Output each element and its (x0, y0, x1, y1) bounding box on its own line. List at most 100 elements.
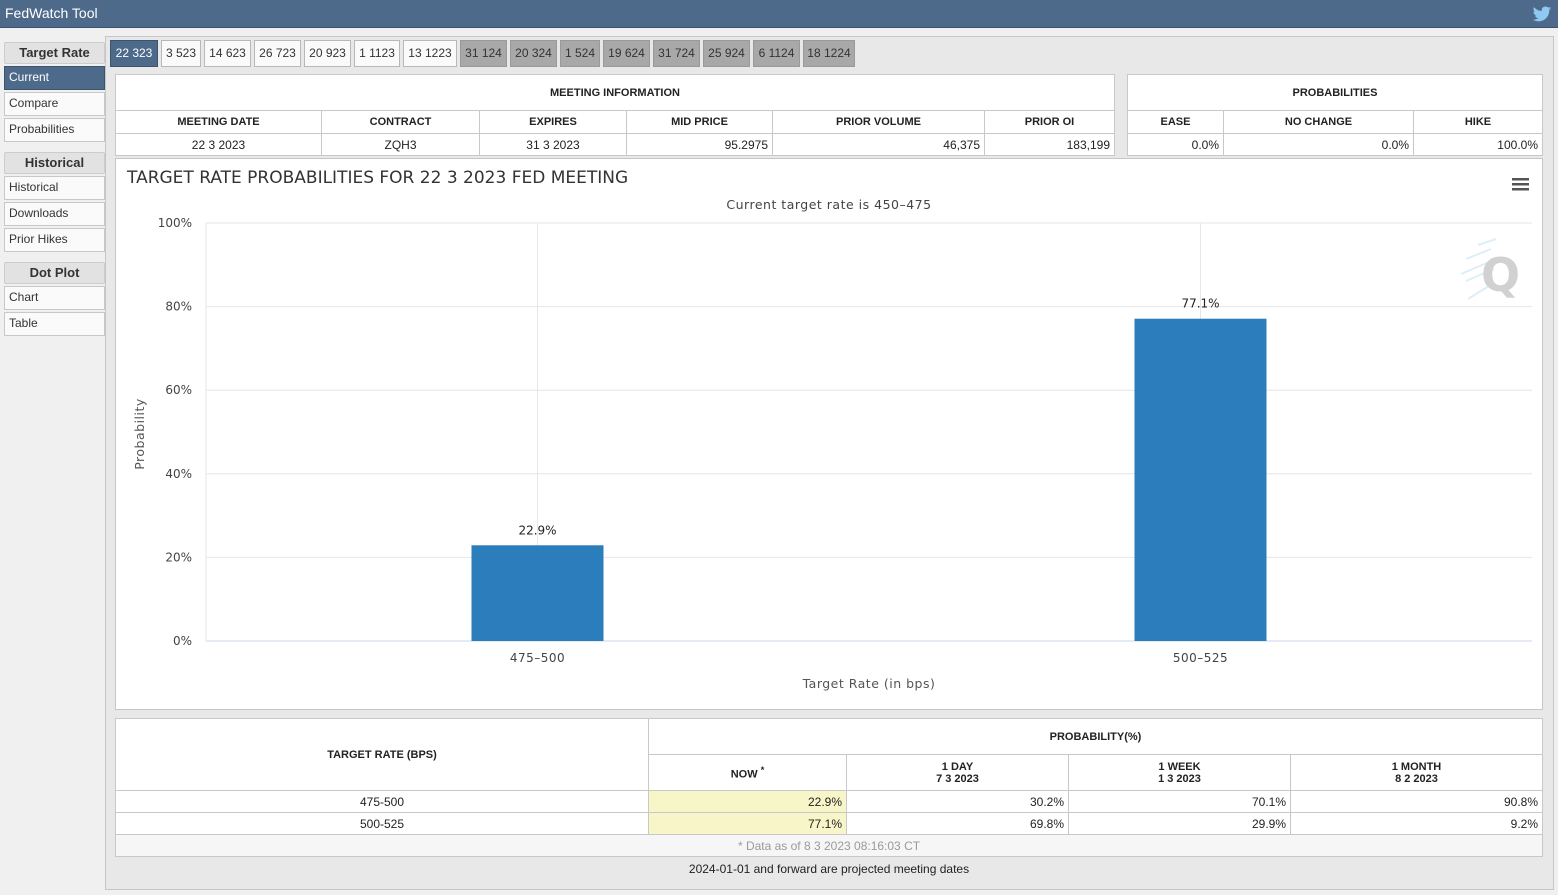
tab-meeting-6[interactable]: 1 1123 (354, 40, 400, 67)
week-cell: 70.1% (1068, 790, 1291, 813)
target-rate-header: TARGET RATE (BPS) (115, 718, 649, 791)
probability-header: PROBABILITY(%) (648, 718, 1543, 755)
watermark-logo-icon: Q (1460, 238, 1520, 302)
sidebar-item-downloads[interactable]: Downloads (4, 202, 105, 226)
tab-meeting-8[interactable]: 31 124 (460, 40, 507, 67)
probability-history-table: TARGET RATE (BPS) PROBABILITY(%) NOW * 1… (115, 718, 1543, 857)
sidebar-heading-target-rate[interactable]: Target Rate (4, 42, 105, 64)
day-cell: 69.8% (846, 812, 1069, 835)
col-prior-volume: PRIOR VOLUME (772, 110, 985, 134)
chart-grid (205, 222, 1532, 642)
col-1-month: 1 MONTH 8 2 2023 (1290, 754, 1543, 791)
app-title: FedWatch Tool (5, 5, 98, 21)
data-timestamp-footnote: * Data as of 8 3 2023 08:16:03 CT (115, 834, 1543, 857)
y-tick-label: 0% (173, 634, 192, 648)
tab-meeting-12[interactable]: 31 724 (653, 40, 700, 67)
ease-value: 0.0% (1127, 133, 1224, 156)
rate-cell: 475-500 (115, 790, 649, 813)
tab-meeting-7[interactable]: 13 1223 (403, 40, 457, 67)
now-cell: 77.1% (648, 812, 847, 835)
sidebar-heading-dot-plot[interactable]: Dot Plot (4, 262, 105, 284)
y-tick-label: 20% (165, 550, 192, 564)
menu-icon[interactable] (1512, 178, 1529, 191)
month-cell: 9.2% (1290, 812, 1543, 835)
tab-meeting-1[interactable]: 22 323 (110, 40, 158, 67)
col-mid-price: MID PRICE (626, 110, 773, 134)
tab-meeting-4[interactable]: 26 723 (254, 40, 301, 67)
col-hike: HIKE (1413, 110, 1543, 134)
probabilities-table: PROBABILITIES EASE NO CHANGE HIKE 0.0% 0… (1127, 74, 1543, 156)
col-1-week: 1 WEEK 1 3 2023 (1068, 754, 1291, 791)
sidebar-group-historical: Historical Historical Downloads Prior Hi… (4, 152, 105, 252)
sidebar-group-dot-plot: Dot Plot Chart Table (4, 262, 105, 336)
sidebar-item-historical[interactable]: Historical (4, 176, 105, 200)
table-row: 475-500 22.9% 30.2% 70.1% 90.8% (115, 790, 1543, 813)
bar[interactable] (1134, 318, 1267, 641)
y-tick-label: 80% (165, 300, 192, 314)
sidebar-heading-historical[interactable]: Historical (4, 152, 105, 174)
sidebar-item-prior-hikes[interactable]: Prior Hikes (4, 228, 105, 252)
meeting-date-value: 22 3 2023 (115, 133, 322, 156)
y-tick-label: 100% (158, 216, 192, 230)
col-contract: CONTRACT (321, 110, 480, 134)
expires-value: 31 3 2023 (479, 133, 627, 156)
x-tick-label: 500–525 (1173, 651, 1228, 665)
col-expires: EXPIRES (479, 110, 627, 134)
rate-cell: 500-525 (115, 812, 649, 835)
sidebar: Target Rate Current Compare Probabilitie… (4, 42, 105, 346)
bar-chart: TARGET RATE PROBABILITIES FOR 22 3 2023 … (126, 168, 1532, 691)
projected-dates-note: 2024-01-01 and forward are projected mee… (688, 862, 970, 876)
col-ease: EASE (1127, 110, 1224, 134)
col-now: NOW * (648, 754, 847, 791)
x-axis-label: Target Rate (in bps) (802, 676, 936, 691)
bar-data-label: 77.1% (1181, 297, 1219, 311)
tab-meeting-15[interactable]: 18 1224 (803, 40, 855, 67)
tab-meeting-10[interactable]: 1 524 (560, 40, 600, 67)
sidebar-group-target-rate: Target Rate Current Compare Probabilitie… (4, 42, 105, 142)
tab-meeting-11[interactable]: 19 624 (603, 40, 650, 67)
probabilities-header: PROBABILITIES (1127, 74, 1543, 111)
table-row: 500-525 77.1% 69.8% 29.9% 9.2% (115, 812, 1543, 835)
chart-panel: TARGET RATE PROBABILITIES FOR 22 3 2023 … (115, 158, 1543, 710)
prior-oi-value: 183,199 (984, 133, 1115, 156)
tab-meeting-2[interactable]: 3 523 (161, 40, 201, 67)
tab-meeting-3[interactable]: 14 623 (204, 40, 251, 67)
y-axis-ticks: 0% 20% 40% 60% 80% 100% (158, 216, 192, 648)
sidebar-item-chart[interactable]: Chart (4, 286, 105, 310)
col-meeting-date: MEETING DATE (115, 110, 322, 134)
mid-price-value: 95.2975 (626, 133, 773, 156)
chart-subtitle: Current target rate is 450–475 (726, 197, 931, 212)
meeting-info-table: MEETING INFORMATION MEETING DATE CONTRAC… (115, 74, 1115, 156)
week-cell: 29.9% (1068, 812, 1291, 835)
chart-bars: 22.9% 77.1% (471, 297, 1267, 641)
chart-title: TARGET RATE PROBABILITIES FOR 22 3 2023 … (126, 168, 628, 188)
sidebar-item-table[interactable]: Table (4, 312, 105, 336)
month-cell: 90.8% (1290, 790, 1543, 813)
tab-meeting-5[interactable]: 20 923 (304, 40, 351, 67)
y-tick-label: 60% (165, 383, 192, 397)
hike-value: 100.0% (1413, 133, 1543, 156)
now-cell: 22.9% (648, 790, 847, 813)
col-1-day: 1 DAY 7 3 2023 (846, 754, 1069, 791)
sidebar-item-current[interactable]: Current (4, 66, 105, 90)
col-prior-oi: PRIOR OI (984, 110, 1115, 134)
bar-data-label: 22.9% (518, 523, 556, 537)
sidebar-item-probabilities[interactable]: Probabilities (4, 118, 105, 142)
tab-meeting-13[interactable]: 25 924 (703, 40, 750, 67)
contract-value: ZQH3 (321, 133, 480, 156)
title-bar: FedWatch Tool (0, 0, 1558, 28)
sidebar-item-compare[interactable]: Compare (4, 92, 105, 116)
y-axis-label: Probability (132, 398, 147, 470)
svg-text:Q: Q (1481, 248, 1520, 302)
tab-meeting-14[interactable]: 6 1124 (753, 40, 800, 67)
tab-meeting-9[interactable]: 20 324 (510, 40, 557, 67)
meeting-info-header: MEETING INFORMATION (115, 74, 1115, 111)
col-no-change: NO CHANGE (1223, 110, 1414, 134)
x-tick-label: 475–500 (510, 651, 565, 665)
y-tick-label: 40% (165, 467, 192, 481)
prior-volume-value: 46,375 (772, 133, 985, 156)
twitter-icon[interactable] (1532, 4, 1552, 24)
x-axis-ticks: 475–500 500–525 (510, 651, 1228, 665)
bar[interactable] (471, 545, 604, 641)
day-cell: 30.2% (846, 790, 1069, 813)
